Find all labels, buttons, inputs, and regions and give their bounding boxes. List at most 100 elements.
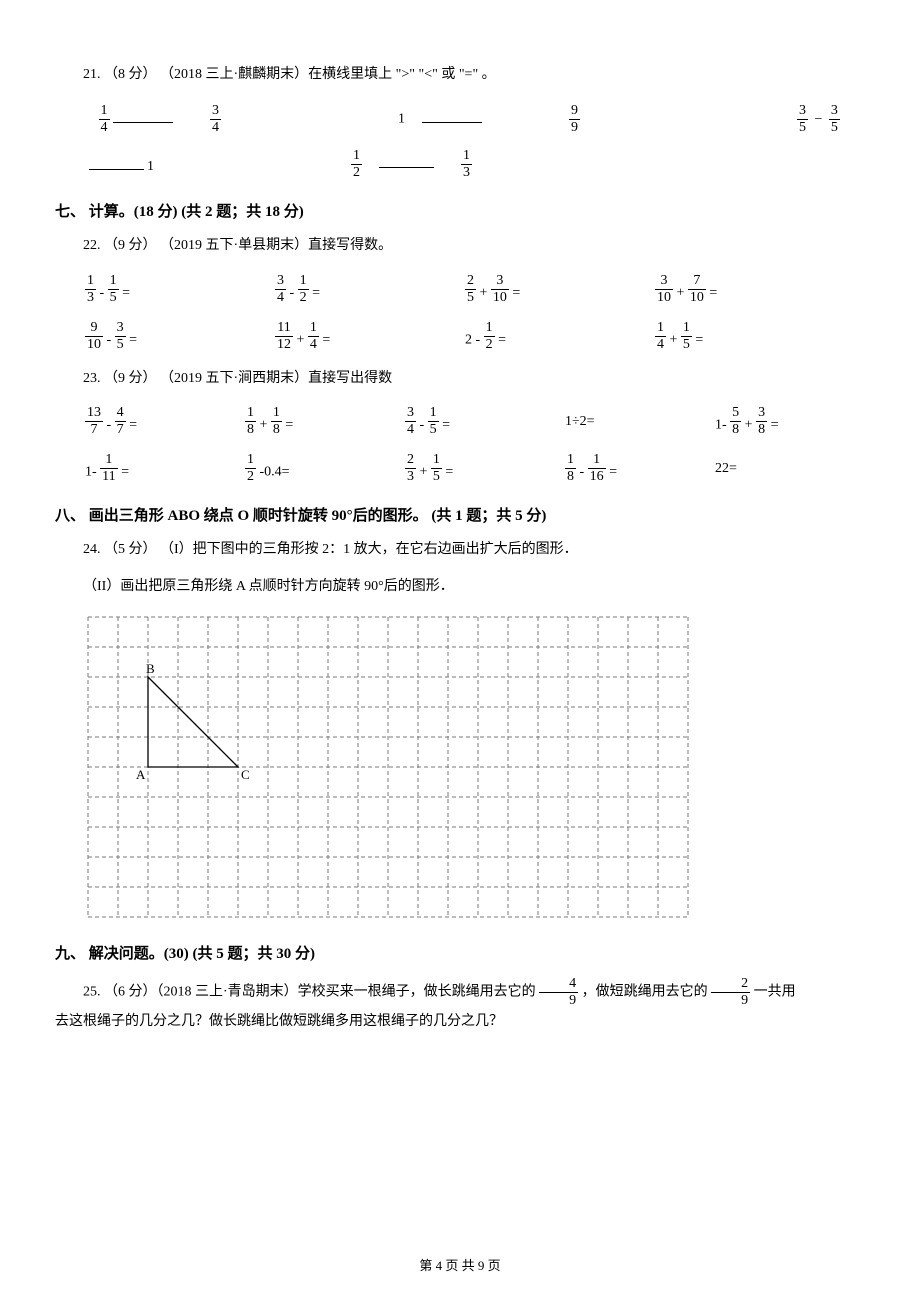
fraction: 18	[565, 453, 576, 484]
fraction: 38	[756, 406, 767, 437]
eq-sign: =	[442, 418, 450, 433]
eq-sign: =	[695, 333, 703, 348]
expr-row: 137 - 47 =18 + 18 =34 - 15 =1÷2=1- 58 + …	[85, 406, 865, 437]
expr-cell: 34 - 15 =	[405, 406, 565, 437]
q22-rows: 13 - 15 =34 - 12 =25 + 310 =310 + 710 =9…	[55, 274, 865, 352]
section8-title: 八、 画出三角形 ABO 绕点 O 顺时针旋转 90°后的图形。 (共 1 题；…	[55, 504, 865, 525]
eq-sign: =	[445, 465, 453, 480]
fraction: 35	[829, 104, 840, 135]
q21-item2: 1 99	[398, 104, 580, 135]
op: -	[107, 418, 112, 433]
fraction: 34	[210, 104, 221, 135]
fraction: 116	[588, 453, 606, 484]
q21-or: 或	[441, 67, 455, 82]
q25-p2: 去这根绳子的几分之几？做长跳绳比做短跳绳多用这根绳子的几分之几？	[55, 1008, 865, 1036]
fraction: 15	[681, 321, 692, 352]
q25-p1c: 一共用	[754, 985, 796, 1000]
q25-para: 25. （6 分）（2018 三上·青岛期末）学校买来一根绳子，做长跳绳用去它的…	[55, 977, 865, 1036]
op: -	[420, 418, 425, 433]
eq-sign: =	[312, 286, 320, 301]
plain-expr: 1÷2=	[565, 414, 595, 429]
fraction: 13	[85, 274, 96, 305]
fraction: 12	[351, 149, 362, 180]
fraction: 14	[99, 104, 110, 135]
q25-p1b: ，做短跳绳用去它的	[582, 985, 712, 1000]
eq-sign: =	[129, 418, 137, 433]
op: +	[297, 333, 305, 348]
q23-rows: 137 - 47 =18 + 18 =34 - 15 =1÷2=1- 58 + …	[55, 406, 865, 484]
plain-num: 2	[465, 333, 472, 348]
expr-cell: 14 + 15 =	[655, 321, 825, 352]
q21-sym-gt: ">"	[396, 67, 415, 82]
fraction: 12	[298, 274, 309, 305]
eq-sign: =	[322, 333, 330, 348]
label-C: C	[241, 767, 250, 782]
expr-cell: 1- 111 =	[85, 453, 245, 484]
lead-text: 1-	[85, 465, 97, 480]
q23-header: 23. （9 分） （2019 五下·涧西期末）直接写出得数	[55, 368, 865, 390]
fraction: 18	[271, 406, 282, 437]
op: -	[580, 465, 585, 480]
q21-item3-expr: 35 − 35	[797, 104, 840, 135]
op: +	[670, 333, 678, 348]
expr-cell: 910 - 35 =	[85, 321, 275, 352]
fraction: 35	[115, 321, 126, 352]
q21-sym-lt: "<"	[419, 67, 438, 82]
q24-line1: 24. （5 分） （I）把下图中的三角形按 2：1 放大，在它右边画出扩大后的…	[55, 539, 865, 561]
expr-cell: 18 - 116 =	[565, 453, 715, 484]
expr-cell: 18 + 18 =	[245, 406, 405, 437]
op-minus: −	[812, 112, 826, 127]
fraction: 111	[100, 453, 117, 484]
blank-input[interactable]	[422, 108, 482, 123]
q21-suffix: 。	[482, 67, 496, 82]
expr-cell: 22=	[715, 461, 865, 477]
fraction: 35	[797, 104, 808, 135]
op: -	[476, 333, 481, 348]
fraction: 49	[539, 977, 578, 1008]
fraction: 25	[465, 274, 476, 305]
expr-cell: 2 - 12 =	[465, 321, 655, 352]
blank-input[interactable]	[379, 153, 434, 168]
eq-sign: =	[285, 418, 293, 433]
q21-row1: 14 34 1 99 35 − 35	[55, 104, 865, 135]
fraction: 99	[569, 104, 580, 135]
fraction: 1112	[275, 321, 293, 352]
fraction: 15	[428, 406, 439, 437]
q21-header: 21. （8 分） （2018 三上·麒麟期末）在横线里填上 ">" "<" 或…	[55, 64, 865, 86]
op: -	[100, 286, 105, 301]
section7-title: 七、 计算。(18 分) (共 2 题；共 18 分)	[55, 200, 865, 221]
op: +	[677, 286, 685, 301]
plain-one: 1	[147, 159, 154, 174]
expr-cell: 25 + 310 =	[465, 274, 655, 305]
expr-cell: 12 -0.4=	[245, 453, 405, 484]
page-footer: 第 4 页 共 9 页	[0, 1255, 920, 1274]
fraction: 13	[461, 149, 472, 180]
blank-input[interactable]	[89, 155, 144, 170]
fraction: 18	[245, 406, 256, 437]
q21-row2: 1 12 13	[55, 149, 865, 180]
fraction: 34	[275, 274, 286, 305]
tail-text: -0.4=	[260, 465, 290, 480]
fraction: 310	[491, 274, 509, 305]
op: -	[107, 333, 112, 348]
plain-expr: 22=	[715, 461, 737, 476]
q24-grid: B A C	[83, 612, 693, 922]
fraction: 29	[711, 977, 750, 1008]
expr-cell: 1112 + 14 =	[275, 321, 465, 352]
fraction: 310	[655, 274, 673, 305]
fraction: 34	[405, 406, 416, 437]
label-A: A	[136, 767, 146, 782]
fraction: 710	[688, 274, 706, 305]
label-B: B	[146, 661, 155, 676]
op: +	[745, 418, 753, 433]
q21-sym-eq: "="	[459, 67, 478, 82]
fraction: 12	[484, 321, 495, 352]
eq-sign: =	[709, 286, 717, 301]
blank-input[interactable]	[113, 108, 173, 123]
fraction: 14	[655, 321, 666, 352]
fraction: 47	[115, 406, 126, 437]
fraction: 137	[85, 406, 103, 437]
eq-sign: =	[609, 465, 617, 480]
fraction: 15	[108, 274, 119, 305]
q21-prefix: 21. （8 分） （2018 三上·麒麟期末）在横线里填上	[83, 67, 392, 82]
